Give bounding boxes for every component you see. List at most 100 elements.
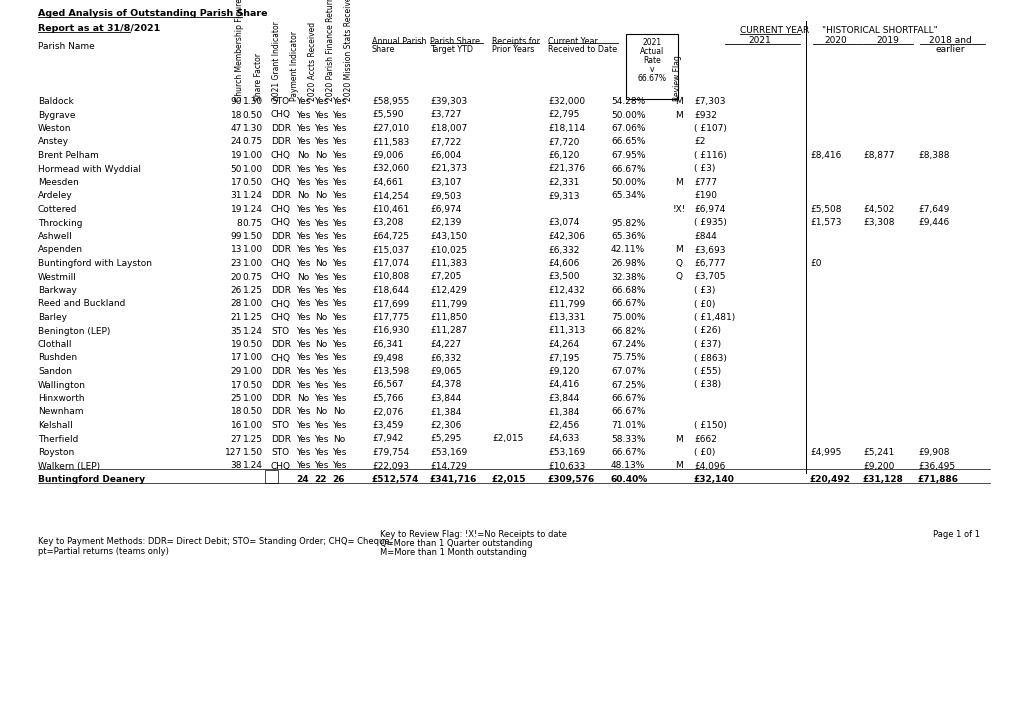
Text: DDR: DDR — [271, 192, 290, 200]
Text: Yes: Yes — [314, 394, 328, 403]
Text: ( £55): ( £55) — [693, 367, 720, 376]
Text: £10,461: £10,461 — [372, 205, 409, 214]
Text: Actual: Actual — [639, 47, 663, 56]
Text: £1,384: £1,384 — [430, 407, 461, 417]
Text: Yes: Yes — [296, 110, 310, 120]
Text: £11,799: £11,799 — [430, 299, 467, 309]
Text: Benington (LEP): Benington (LEP) — [38, 327, 110, 335]
Text: ( £935): ( £935) — [693, 218, 727, 228]
Text: 8: 8 — [236, 218, 242, 228]
Text: Yes: Yes — [296, 138, 310, 146]
Text: £10,808: £10,808 — [372, 273, 409, 281]
Text: Target YTD: Target YTD — [430, 45, 473, 54]
Text: £2,015: £2,015 — [491, 475, 526, 484]
Text: Yes: Yes — [296, 381, 310, 389]
Text: 2021: 2021 — [748, 36, 770, 45]
Text: £6,120: £6,120 — [547, 151, 579, 160]
Text: Yes: Yes — [331, 151, 345, 160]
Text: Buntingford with Layston: Buntingford with Layston — [38, 259, 152, 268]
Text: ( £37): ( £37) — [693, 340, 720, 349]
Text: Barley: Barley — [38, 313, 67, 322]
Text: Yes: Yes — [296, 232, 310, 241]
Text: £9,200: £9,200 — [862, 461, 894, 471]
Text: Rate: Rate — [643, 56, 660, 65]
Text: 1.00: 1.00 — [243, 299, 263, 309]
Text: £6,332: £6,332 — [547, 245, 579, 255]
Text: Yes: Yes — [296, 178, 310, 187]
Text: 1.24: 1.24 — [243, 205, 263, 214]
Text: £8,416: £8,416 — [809, 151, 841, 160]
Text: Yes: Yes — [331, 421, 345, 430]
Text: 42.11%: 42.11% — [610, 245, 645, 255]
Text: Yes: Yes — [314, 232, 328, 241]
Text: Yes: Yes — [296, 367, 310, 376]
Text: £0: £0 — [809, 259, 820, 268]
Text: £16,930: £16,930 — [372, 327, 409, 335]
Text: STO: STO — [271, 97, 288, 106]
Text: 29: 29 — [230, 367, 242, 376]
Text: £512,574: £512,574 — [372, 475, 419, 484]
Text: £12,432: £12,432 — [547, 286, 584, 295]
Text: £2,139: £2,139 — [430, 218, 461, 228]
Text: 66.68%: 66.68% — [610, 286, 645, 295]
Text: Yes: Yes — [331, 97, 345, 106]
Text: Share: Share — [372, 45, 395, 54]
Text: Yes: Yes — [331, 124, 345, 133]
Text: £58,955: £58,955 — [372, 97, 409, 106]
Text: 60.40%: 60.40% — [610, 475, 648, 484]
Text: £43,150: £43,150 — [430, 232, 467, 241]
Text: 0.50: 0.50 — [243, 340, 263, 349]
Text: Yes: Yes — [296, 421, 310, 430]
Text: £3,727: £3,727 — [430, 110, 461, 120]
Text: £8,388: £8,388 — [917, 151, 949, 160]
Text: Sandon: Sandon — [38, 367, 72, 376]
Text: £9,120: £9,120 — [547, 367, 579, 376]
Text: Yes: Yes — [331, 110, 345, 120]
Text: Anstey: Anstey — [38, 138, 69, 146]
Text: No: No — [297, 151, 309, 160]
Text: No: No — [297, 192, 309, 200]
Text: 19: 19 — [230, 151, 242, 160]
Text: 38: 38 — [230, 461, 242, 471]
Text: £7,720: £7,720 — [547, 138, 579, 146]
Text: Yes: Yes — [296, 461, 310, 471]
Text: Hormead with Wyddial: Hormead with Wyddial — [38, 164, 141, 174]
Text: Yes: Yes — [331, 178, 345, 187]
Text: 16: 16 — [230, 421, 242, 430]
Text: Yes: Yes — [331, 218, 345, 228]
Text: £27,010: £27,010 — [372, 124, 409, 133]
Text: Yes: Yes — [296, 327, 310, 335]
Text: 1.25: 1.25 — [243, 435, 263, 443]
Text: CURRENT YEAR: CURRENT YEAR — [739, 26, 808, 35]
Text: Yes: Yes — [296, 340, 310, 349]
Text: £14,254: £14,254 — [372, 192, 409, 200]
Text: 1.00: 1.00 — [243, 421, 263, 430]
Text: Bygrave: Bygrave — [38, 110, 75, 120]
Text: Walkern (LEP): Walkern (LEP) — [38, 461, 100, 471]
Text: £7,303: £7,303 — [693, 97, 725, 106]
Text: 1.25: 1.25 — [243, 313, 263, 322]
Text: £7,722: £7,722 — [430, 138, 461, 146]
Text: £5,590: £5,590 — [372, 110, 404, 120]
Text: 2020: 2020 — [823, 36, 847, 45]
Text: Yes: Yes — [314, 218, 328, 228]
Text: £6,004: £6,004 — [430, 151, 461, 160]
Text: £42,306: £42,306 — [547, 232, 585, 241]
Text: £2: £2 — [693, 138, 705, 146]
Text: ( £26): ( £26) — [693, 327, 720, 335]
Text: Yes: Yes — [331, 448, 345, 457]
Text: CHQ: CHQ — [271, 299, 290, 309]
Text: Yes: Yes — [314, 273, 328, 281]
Text: 71.01%: 71.01% — [610, 421, 645, 430]
Text: No: No — [315, 151, 327, 160]
Text: DDR: DDR — [271, 164, 290, 174]
Text: £1,573: £1,573 — [809, 218, 841, 228]
Text: Newnham: Newnham — [38, 407, 84, 417]
Text: Yes: Yes — [331, 138, 345, 146]
Text: DDR: DDR — [271, 394, 290, 403]
Text: CHQ: CHQ — [271, 110, 290, 120]
Text: Key to Review Flag: !X!=No Receipts to date: Key to Review Flag: !X!=No Receipts to d… — [380, 530, 567, 539]
Text: Yes: Yes — [331, 192, 345, 200]
Text: M=More than 1 Month outstanding: M=More than 1 Month outstanding — [380, 548, 527, 557]
Text: 66.65%: 66.65% — [610, 138, 645, 146]
